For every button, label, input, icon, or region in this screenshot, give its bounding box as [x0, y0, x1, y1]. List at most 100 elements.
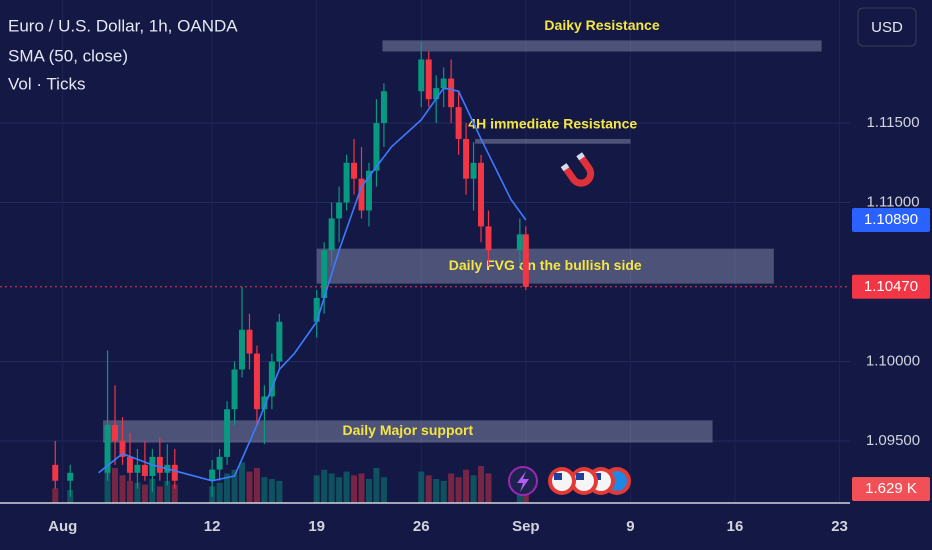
candle-body [516, 234, 523, 251]
candle-body [231, 369, 238, 410]
volume-bar [470, 475, 477, 503]
volume-bar [448, 473, 455, 503]
x-tick-label: 26 [413, 518, 430, 535]
volume-bar [119, 475, 126, 503]
zone [475, 138, 631, 144]
volume-bar [313, 475, 320, 503]
currency-button-label[interactable]: USD [871, 19, 903, 36]
candle-body [433, 88, 440, 100]
zone [382, 40, 822, 52]
y-tick-label: 1.11000 [866, 194, 919, 211]
volume-bar [373, 467, 380, 503]
candle-body [171, 464, 178, 481]
x-tick-label: Sep [512, 518, 540, 535]
candle-body [321, 250, 328, 298]
candle-body [328, 218, 335, 251]
volume-bar [321, 469, 328, 503]
candle-body [246, 329, 253, 354]
x-tick-label: 23 [831, 518, 848, 535]
volume-bar [463, 469, 470, 503]
volume-bar [126, 480, 133, 503]
volume-bar [425, 475, 432, 503]
x-tick-label: Aug [48, 518, 77, 535]
candle-body [418, 59, 425, 92]
candle-body [112, 425, 119, 441]
volume-bar [358, 473, 365, 503]
zone-label: Daily Major support [342, 422, 473, 438]
candle-body [336, 202, 343, 219]
price-badge [852, 208, 930, 233]
candle-body [463, 138, 470, 179]
x-tick-label: 12 [204, 518, 221, 535]
candle-body [239, 329, 246, 370]
zone-label: Daily FVG on the bullish side [449, 257, 642, 273]
volume-bar [156, 486, 163, 503]
candle-body [358, 178, 365, 211]
volume-bar [112, 467, 119, 503]
volume-bar [141, 484, 148, 503]
candle-body [134, 464, 141, 473]
zone [103, 420, 713, 443]
candle-body [351, 162, 358, 179]
volume-bar [455, 477, 462, 503]
axes: 1.09500 1.10000 1.11000 1.11500 Aug 12 19 26 Sep… [48, 114, 930, 535]
chart-title: Euro / U.S. Dollar, 1h, OANDA [8, 16, 238, 35]
volume-bar [418, 471, 425, 503]
volume-badge-label: 1.629 K [865, 480, 917, 497]
volume-bar [478, 466, 485, 503]
volume-bar [433, 479, 440, 503]
candle-body [478, 162, 485, 227]
zone-label: Daiky Resistance [544, 17, 659, 33]
candle-body [209, 469, 216, 481]
candle-body [104, 425, 111, 473]
candle-body [365, 170, 372, 211]
y-tick-label: 1.11500 [866, 114, 919, 131]
volume-bar [380, 477, 387, 503]
candle-body [470, 162, 477, 179]
volume-bar [216, 482, 223, 503]
candle-body [261, 396, 268, 410]
candle-body [149, 456, 156, 476]
candle-body [126, 456, 133, 473]
volume-bar [440, 480, 447, 503]
x-tick-label: 9 [626, 518, 634, 535]
price-badge-label: 1.10890 [864, 211, 918, 228]
volume-bar [246, 471, 253, 503]
candle-body [485, 226, 492, 251]
candle-body [455, 107, 462, 139]
magnet-icon [560, 152, 595, 187]
candle-body [253, 353, 260, 410]
candle-body [67, 472, 74, 481]
volume-bar [485, 473, 492, 503]
volume-bar [336, 477, 343, 503]
candle-body [156, 456, 163, 473]
volume-bar [261, 477, 268, 503]
x-tick-label: 16 [727, 518, 744, 535]
y-tick-label: 1.09500 [866, 432, 920, 449]
candle-body [425, 59, 432, 100]
volume-bar [231, 469, 238, 503]
volume-bar [171, 484, 178, 503]
candle-body [448, 78, 455, 108]
volume-bar [365, 479, 372, 503]
zone-label: 4H immediate Resistance [468, 116, 637, 132]
plot: Daiky Resistance 4H immediate Resistance D… [0, 17, 850, 503]
candle-body [216, 456, 223, 470]
candle-body [373, 123, 380, 171]
y-tick-label: 1.10000 [866, 352, 920, 369]
volume-label: Vol · Ticks [8, 74, 85, 93]
candle-body [343, 162, 350, 203]
x-tick-label: 19 [308, 518, 325, 535]
volume-bar [239, 462, 246, 503]
indicator-label: SMA (50, close) [8, 46, 128, 65]
currency-button[interactable] [857, 7, 917, 47]
candle-body [522, 234, 529, 287]
volume-bar [134, 482, 141, 503]
candle-body [276, 321, 283, 362]
candle-body [224, 409, 231, 457]
volume-bar [268, 479, 275, 503]
event-icons [508, 466, 631, 496]
price-badge-label: 1.10470 [864, 278, 918, 295]
candle-body [440, 78, 447, 89]
